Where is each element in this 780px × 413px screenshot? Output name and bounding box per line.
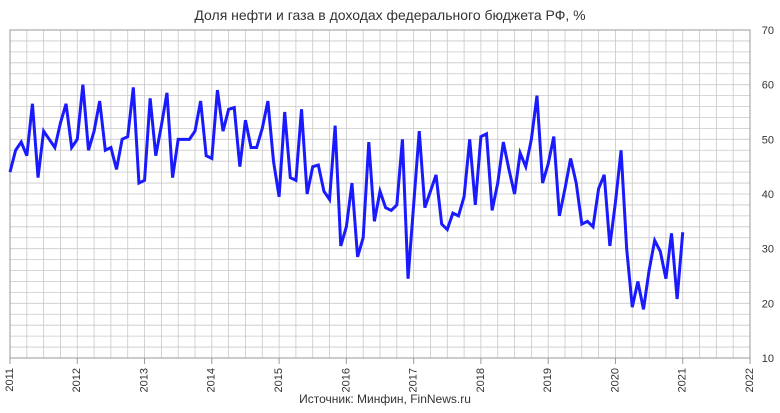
y-tick-label: 70	[762, 25, 774, 37]
x-tick-label: 2017	[408, 368, 420, 392]
x-tick-label: 2011	[4, 368, 16, 392]
series-line	[8, 84, 685, 310]
tick-labels: 2011 2012 2013 2014 2015 2016 2017 2018 2019 2020…	[4, 25, 774, 392]
x-tick-label: 2013	[138, 368, 150, 392]
x-tick-label: 2014	[206, 368, 218, 392]
y-tick-label: 10	[762, 353, 774, 365]
x-tick-label: 2019	[542, 368, 554, 392]
y-tick-label: 20	[762, 298, 774, 310]
axes	[9, 29, 751, 364]
y-tick-label: 40	[762, 189, 774, 201]
x-tick-label: 2015	[273, 368, 285, 392]
source-label: Источник: Минфин, FinNews.ru	[299, 392, 471, 406]
x-tick-label: 2022	[744, 368, 756, 392]
x-tick-label: 2020	[609, 368, 621, 392]
series-layer	[8, 84, 685, 310]
y-tick-label: 30	[762, 244, 774, 256]
x-tick-label: 2018	[475, 368, 487, 392]
x-tick-label: 2012	[71, 368, 83, 392]
x-tick-label: 2016	[340, 368, 352, 392]
x-tick-label: 2021	[677, 368, 689, 392]
y-tick-label: 60	[762, 80, 774, 92]
chart-title: Доля нефти и газа в доходах федерального…	[194, 7, 585, 23]
plot-border	[9, 29, 751, 359]
y-tick-label: 50	[762, 134, 774, 146]
